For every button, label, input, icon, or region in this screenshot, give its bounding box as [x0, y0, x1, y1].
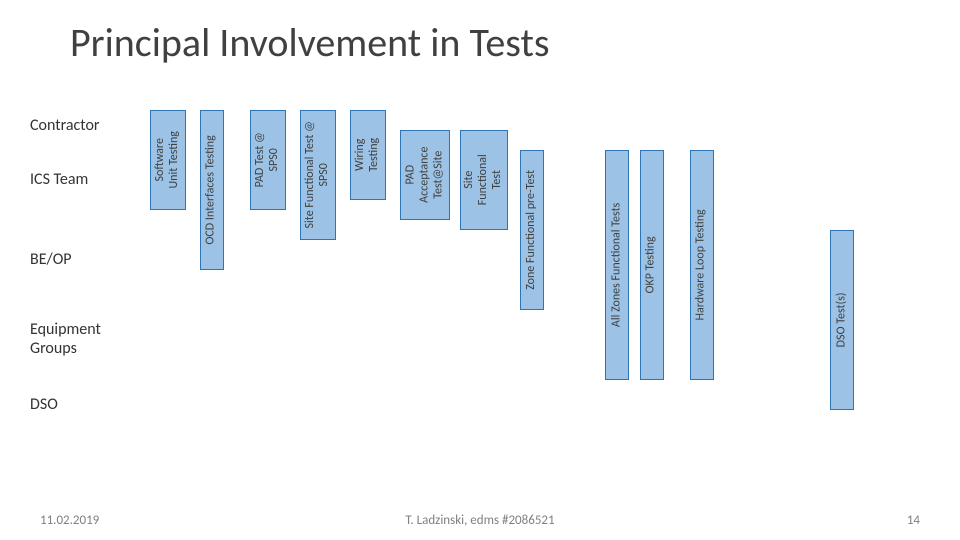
test-bar-label: All Zones Functional Tests	[610, 203, 624, 327]
footer-credit: T. Ladzinski, edms #2086521	[0, 513, 960, 528]
test-bar-4: WiringTesting	[350, 110, 386, 200]
test-bar-label: WiringTesting	[354, 138, 382, 172]
test-bar-8: All Zones Functional Tests	[605, 150, 629, 380]
test-bar-6: SiteFunctionalTest	[460, 130, 508, 230]
test-bar-label: PAD Test @SPS0	[254, 132, 282, 187]
test-bar-label: SiteFunctionalTest	[463, 154, 504, 205]
test-bar-7: Zone Functional pre-Test	[520, 150, 544, 310]
test-bar-5: PADAcceptanceTest@Site	[400, 130, 450, 220]
test-bar-label: OCD Interfaces Testing	[205, 135, 219, 244]
page-title: Principal Involvement in Tests	[70, 18, 550, 67]
footer-page: 14	[907, 513, 920, 528]
test-bar-3: Site Functional Test @SPS0	[300, 110, 336, 240]
test-bar-label: SoftwareUnit Testing	[154, 131, 182, 188]
test-bar-2: PAD Test @SPS0	[250, 110, 286, 210]
test-bar-label: Hardware Loop Testing	[695, 209, 709, 320]
test-bar-9: OKP Testing	[640, 150, 664, 380]
test-bar-11: DSO Test(s)	[830, 230, 854, 410]
involvement-chart: Contractor ICS Team BE/OP EquipmentGroups DS…	[30, 110, 930, 450]
test-bar-label: Zone Functional pre-Test	[525, 170, 539, 290]
test-bar-label: OKP Testing	[645, 236, 659, 293]
test-bar-label: PADAcceptanceTest@Site	[404, 147, 445, 203]
test-bar-label: Site Functional Test @SPS0	[304, 121, 332, 228]
row-label-beop: BE/OP	[30, 250, 140, 269]
row-label-eq: EquipmentGroups	[30, 320, 140, 358]
test-bar-1: OCD Interfaces Testing	[200, 110, 224, 270]
test-bar-label: DSO Test(s)	[835, 293, 849, 348]
row-label-dso: DSO	[30, 395, 140, 414]
row-label-ics: ICS Team	[30, 170, 140, 189]
slide: Principal Involvement in Tests Contracto…	[0, 0, 960, 540]
test-bar-0: SoftwareUnit Testing	[150, 110, 186, 210]
test-bar-10: Hardware Loop Testing	[690, 150, 714, 380]
row-label-contractor: Contractor	[30, 116, 140, 135]
